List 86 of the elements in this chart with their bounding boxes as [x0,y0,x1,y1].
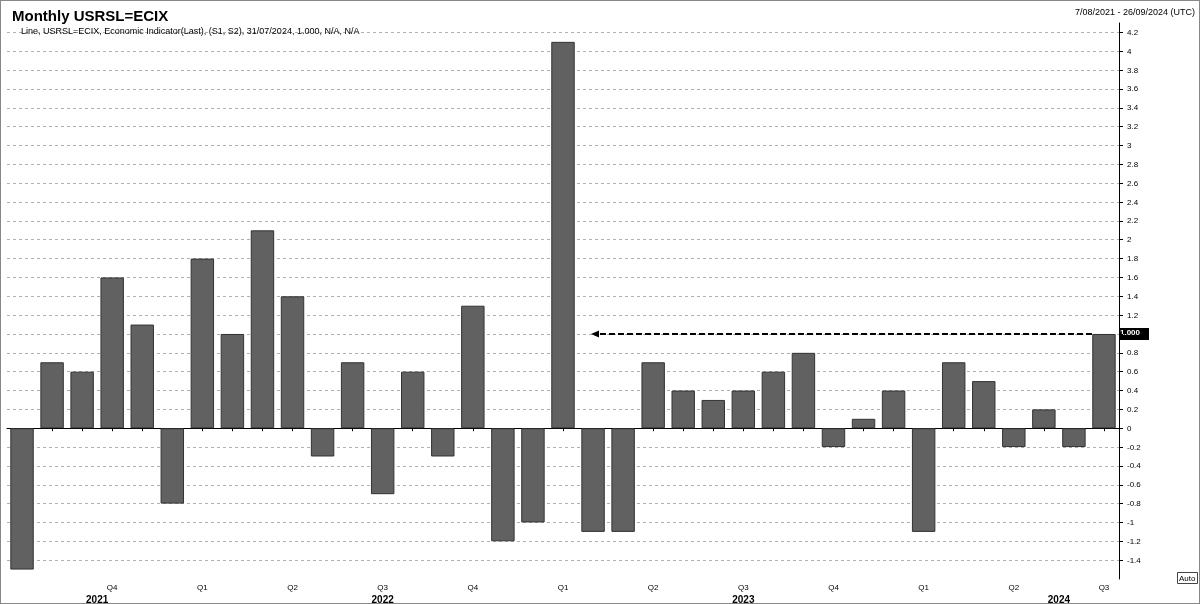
y-tick-label: -0.8 [1127,499,1142,509]
y-tick-label: -1 [1127,517,1135,527]
text: 1.000 [1120,328,1141,338]
text: Auto [1179,573,1197,583]
bar [250,230,275,429]
x-tick-label: Q3 [377,582,389,592]
y-tick-label: 0.2 [1127,404,1139,414]
y-tick-label: 1.6 [1127,272,1139,282]
chart-title: Monthly USRSL=ECIX [12,7,169,24]
bar [100,277,124,429]
y-tick-label: 1.8 [1127,254,1139,264]
bar [10,428,34,570]
bar [821,428,846,448]
bar [1002,428,1026,448]
y-tick-label: 1.2 [1127,310,1139,320]
x-tick-label: Q4 [106,582,119,592]
x-tick-label: Q4 [467,582,479,592]
y-tick-label: 4.2 [1127,27,1139,37]
y-tick-label: 2 [1127,235,1132,245]
y-tick-label: -0.6 [1127,480,1142,490]
bar [401,371,425,429]
x-tick-label: Q2 [1008,582,1020,592]
x-tick-label: Q2 [647,582,660,592]
x-tick-label: Q1 [197,582,209,592]
y-tick-label: 2.4 [1127,197,1139,207]
x-tick-label: Q2 [287,582,299,592]
bar [491,428,515,542]
bar [130,324,154,429]
y-tick-label: 3.2 [1127,122,1139,132]
annotation: Line, USRSL=ECIX, Economic Indicator(Last), (S1, S2), 31/07/2024, 1.000, N/A, N/A [21,25,360,36]
x-tick-label: Q1 [918,582,930,592]
bar [581,428,605,532]
bar [791,352,816,429]
bar [941,362,966,429]
y-tick-label: 0.4 [1127,386,1139,396]
x-tick-label: Q4 [828,582,840,592]
y-tick-label: -0.4 [1127,461,1142,471]
y-tick-label: -0.2 [1127,442,1142,452]
y-tick-label: 0.8 [1127,348,1139,358]
bar [671,390,695,429]
y-tick-label: 4 [1127,46,1132,56]
bar [461,305,485,429]
bar [521,428,545,523]
bar [310,428,335,457]
y-tick-label: 3.4 [1127,103,1139,113]
y-tick-label: 2.6 [1127,178,1139,188]
bar [881,390,906,429]
y-tick-label: 0.6 [1127,367,1139,377]
bar [761,371,786,429]
bar [851,418,876,429]
y-tick-label: -1.2 [1127,536,1142,546]
bar [1092,333,1116,429]
y-tick-label: 3.6 [1127,84,1139,94]
x-tick-label: Q1 [557,582,569,592]
y-tick-label: 2.2 [1127,216,1139,226]
bar [972,381,996,429]
bar [160,428,185,504]
y-tick-label: 2.8 [1127,159,1139,169]
bar [611,428,635,532]
bar [641,362,665,429]
bar [911,428,936,532]
bar [280,296,305,429]
bar [1032,409,1056,429]
bar [731,390,756,429]
y-tick-label: -1.4 [1127,555,1142,565]
text: 2024 [1047,593,1071,604]
bar [190,258,215,429]
bar [551,41,575,429]
bar [701,399,725,429]
y-tick-label: 3.8 [1127,65,1139,75]
bar [70,371,94,429]
y-tick-label: 3 [1127,141,1132,151]
text: 7/08/2021 - 26/09/2024 (UTC) [1074,6,1196,17]
x-tick-label: Q3 [1098,582,1110,592]
y-tick-label: 1.4 [1127,291,1139,301]
text: 2023 [732,593,755,604]
y-tick-label: 0 [1127,423,1132,433]
bar [40,362,64,429]
x-tick-label: Q3 [737,582,750,592]
bar [370,428,395,495]
bar [431,428,455,457]
bar [1062,428,1086,448]
text: 2021 [86,593,109,604]
bar [220,333,245,429]
bar [340,362,365,429]
text: 2022 [371,593,395,604]
